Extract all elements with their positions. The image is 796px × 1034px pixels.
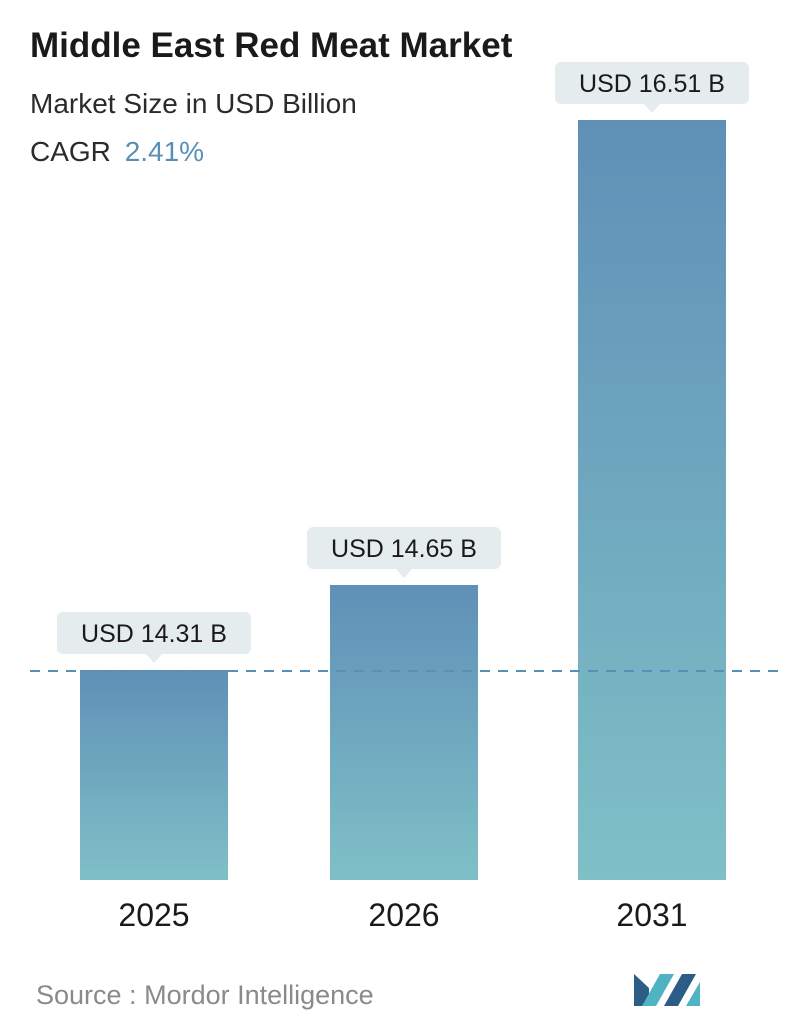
chart-subtitle: Market Size in USD Billion <box>30 88 357 119</box>
data-label-callout-2025: USD 14.31 B <box>57 612 251 663</box>
data-label: USD 14.65 B <box>331 535 477 563</box>
data-label: USD 16.51 B <box>579 70 725 98</box>
bar-2031 <box>578 120 726 880</box>
data-label-box <box>555 62 749 104</box>
bar-2026 <box>330 585 478 880</box>
data-label: USD 14.31 B <box>81 620 227 648</box>
bars-layer <box>80 120 726 880</box>
source-line: Source : Mordor Intelligence <box>36 980 374 1011</box>
data-label-callout-2031: USD 16.51 B <box>555 62 749 113</box>
data-label-callout-2026: USD 14.65 B <box>307 527 501 578</box>
labels-layer: USD 14.31 B 2025 USD 14.65 B 2026 USD 16.51 … <box>57 62 749 933</box>
cagr-label: CAGR <box>30 136 111 167</box>
x-tick-label: 2025 <box>118 897 189 933</box>
chart-title: Middle East Red Meat Market <box>30 26 513 65</box>
cagr-line: CAGR 2.41% <box>30 136 204 168</box>
data-label-pointer <box>396 569 412 578</box>
mordor-intelligence-logo-icon <box>634 974 700 1006</box>
data-label-pointer <box>146 654 162 663</box>
cagr-value: 2.41% <box>124 136 205 167</box>
x-tick-label: 2031 <box>616 897 687 933</box>
x-tick-label: 2026 <box>368 897 439 933</box>
source-label: Source : <box>36 980 137 1010</box>
data-label-box <box>307 527 501 569</box>
bar-2025 <box>80 670 228 880</box>
data-label-box <box>57 612 251 654</box>
data-label-pointer <box>644 104 660 113</box>
source-name: Mordor Intelligence <box>144 980 374 1010</box>
